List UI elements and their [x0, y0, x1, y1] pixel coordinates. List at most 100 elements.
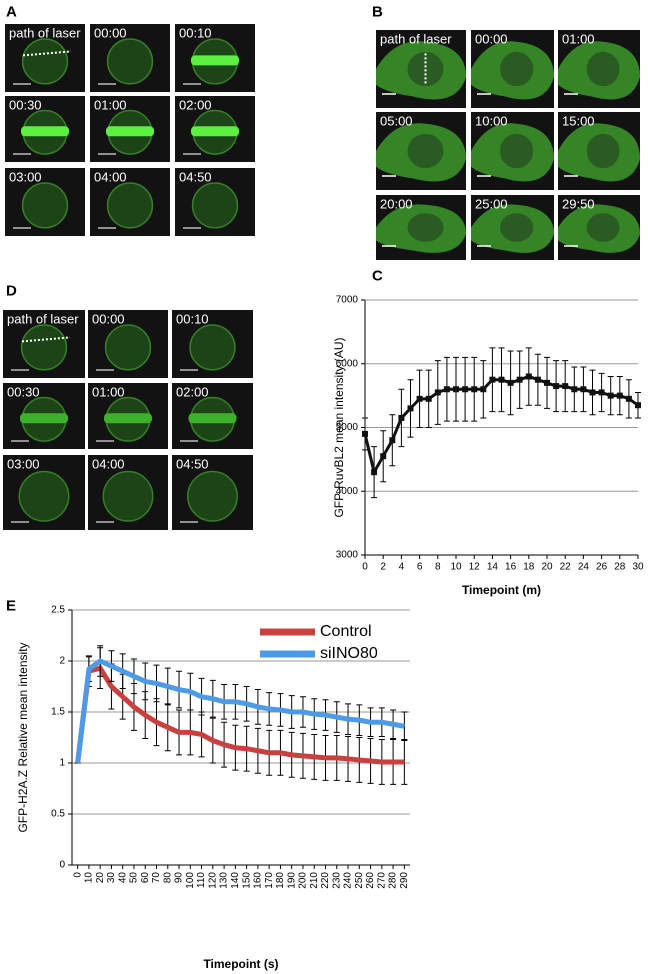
tile-label: 25:00 — [475, 197, 508, 212]
marker — [516, 376, 523, 383]
y-tick-label: 7000 — [336, 295, 359, 306]
tile-label: 03:00 — [7, 457, 40, 472]
damage-stripe — [191, 126, 239, 137]
nucleus — [106, 38, 154, 85]
marker — [607, 392, 614, 399]
panel-label: E — [6, 597, 16, 614]
marker — [598, 389, 605, 396]
nucleus — [18, 470, 70, 522]
x-tick-label: 10 — [450, 562, 462, 573]
tile-label: 01:00 — [94, 98, 127, 113]
marker — [571, 386, 578, 393]
x-tick-label: 160 — [253, 872, 264, 889]
x-tick-label: 6 — [417, 562, 423, 573]
nucleus — [21, 182, 69, 229]
tile-label: path of laser — [380, 32, 452, 47]
x-tick-label: 30 — [106, 872, 117, 884]
x-tick-label: 28 — [614, 562, 626, 573]
tile-label: 04:50 — [176, 457, 209, 472]
marker — [407, 405, 414, 412]
tile-label: 20:00 — [380, 197, 413, 212]
x-axis-title: Timepoint (s) — [203, 957, 278, 971]
legend-label: Control — [320, 623, 372, 640]
marker — [362, 430, 368, 437]
laser-path — [22, 50, 72, 57]
x-tick-label: 8 — [435, 562, 441, 573]
x-tick-label: 50 — [129, 872, 140, 884]
marker — [544, 379, 550, 386]
x-tick-label: 130 — [219, 872, 230, 889]
x-tick-label: 180 — [275, 872, 286, 889]
x-tick-label: 210 — [309, 872, 320, 889]
x-tick-label: 240 — [343, 872, 354, 889]
panel-label: D — [6, 282, 17, 299]
y-tick-label: 2.5 — [51, 605, 65, 616]
marker — [443, 386, 450, 393]
tile-label: 01:00 — [562, 32, 595, 47]
marker — [589, 389, 596, 396]
tile-label: 04:00 — [94, 170, 127, 185]
marker — [480, 386, 487, 393]
nucleus — [407, 51, 444, 87]
tile-label: 00:10 — [176, 312, 209, 327]
x-tick-label: 0 — [362, 562, 368, 573]
tile-label: 02:00 — [179, 98, 212, 113]
nucleus — [586, 51, 620, 87]
x-tick-label: 80 — [162, 872, 173, 884]
y-tick-label: 6000 — [336, 358, 359, 369]
tile-label: 15:00 — [562, 114, 595, 129]
x-tick-label: 12 — [469, 562, 481, 573]
y-tick-label: 0.5 — [51, 809, 65, 820]
damage-stripe — [21, 126, 69, 137]
nucleus — [189, 324, 236, 371]
nucleus — [21, 38, 69, 85]
nucleus — [20, 324, 68, 371]
marker — [525, 373, 532, 380]
tile-label: 00:30 — [7, 385, 40, 400]
y-tick-label: 5000 — [336, 422, 359, 433]
y-tick-label: 1 — [59, 758, 65, 769]
tile-label: 04:00 — [92, 457, 125, 472]
tile-label: 00:10 — [179, 26, 212, 41]
panel-label: A — [6, 3, 17, 20]
x-tick-label: 230 — [331, 872, 342, 889]
marker — [562, 383, 569, 390]
x-tick-label: 290 — [399, 872, 410, 889]
tile-label: path of laser — [7, 312, 79, 327]
x-tick-label: 26 — [596, 562, 608, 573]
x-tick-label: 150 — [241, 872, 252, 889]
marker — [635, 402, 641, 409]
marker — [471, 386, 478, 393]
x-tick-label: 110 — [196, 872, 207, 888]
marker — [380, 453, 387, 460]
x-tick-label: 200 — [298, 872, 309, 889]
x-tick-label: 270 — [376, 872, 387, 889]
laser-path — [21, 336, 71, 343]
nucleus — [104, 324, 152, 371]
marker — [398, 414, 405, 421]
tile-label: 10:00 — [475, 114, 508, 129]
nucleus — [500, 133, 534, 169]
nucleus — [500, 213, 534, 242]
nucleus — [586, 213, 620, 242]
tile-label: 05:00 — [380, 114, 413, 129]
marker — [616, 392, 623, 399]
tile-label: path of laser — [9, 26, 81, 41]
x-tick-label: 220 — [320, 872, 331, 889]
tile-label: 00:30 — [9, 98, 42, 113]
x-tick-label: 24 — [578, 562, 590, 573]
marker — [434, 389, 441, 396]
x-tick-label: 30 — [632, 562, 644, 573]
marker — [371, 469, 378, 476]
x-axis-title: Timepoint (m) — [462, 583, 541, 597]
marker — [489, 376, 496, 383]
nucleus — [407, 133, 444, 169]
x-tick-label: 20 — [541, 562, 553, 573]
marker — [453, 386, 459, 393]
tile-label: 00:00 — [92, 312, 125, 327]
x-tick-label: 170 — [264, 872, 275, 889]
marker — [416, 395, 423, 402]
x-tick-label: 40 — [117, 872, 128, 884]
y-tick-label: 1.5 — [51, 707, 65, 718]
